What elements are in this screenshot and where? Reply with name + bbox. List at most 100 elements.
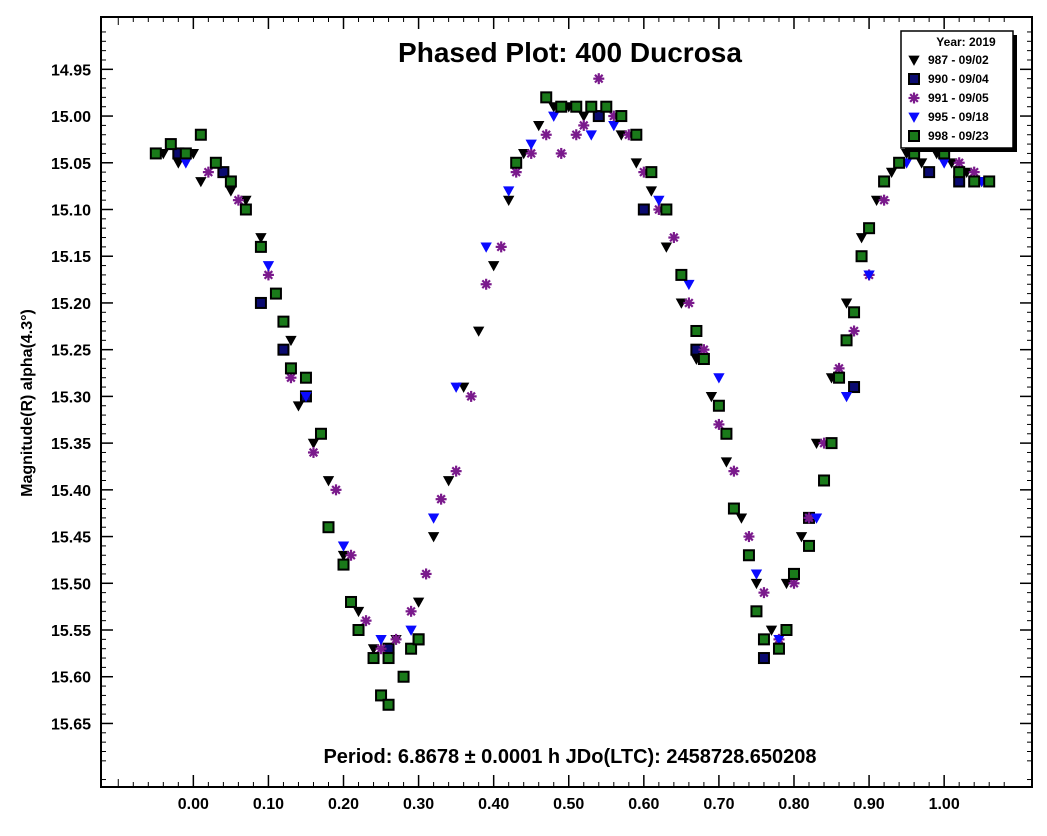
data-point bbox=[382, 652, 395, 665]
data-point bbox=[420, 568, 432, 580]
data-point bbox=[540, 129, 552, 141]
data-point bbox=[405, 642, 418, 655]
data-point bbox=[683, 279, 695, 291]
y-tick-label: 15.65 bbox=[51, 716, 91, 733]
legend-label: 990 - 09/04 bbox=[928, 72, 989, 86]
legend: Year: 2019 987 - 09/02 990 - 09/04 991 - 0… bbox=[900, 30, 1017, 152]
data-point bbox=[540, 91, 553, 104]
x-tick-label: 0.70 bbox=[703, 796, 734, 813]
chart-title: Phased Plot: 400 Ducrosa bbox=[398, 37, 742, 68]
data-point bbox=[713, 373, 725, 384]
data-point bbox=[743, 531, 755, 543]
x-tick-label: 0.60 bbox=[628, 796, 659, 813]
data-point bbox=[750, 569, 763, 580]
data-point bbox=[772, 642, 785, 655]
x-tick-label: 1.00 bbox=[929, 796, 960, 813]
data-point bbox=[375, 689, 388, 702]
data-point bbox=[255, 233, 267, 244]
data-point bbox=[578, 119, 590, 131]
data-point bbox=[660, 242, 673, 253]
data-point bbox=[765, 625, 778, 636]
data-point bbox=[983, 175, 996, 188]
data-point bbox=[202, 166, 214, 178]
data-point bbox=[292, 401, 305, 412]
data-point bbox=[307, 446, 319, 458]
data-point bbox=[352, 606, 365, 618]
data-point bbox=[915, 158, 928, 169]
data-point bbox=[307, 438, 320, 449]
series-1 bbox=[157, 102, 988, 664]
data-point bbox=[555, 100, 568, 113]
data-point bbox=[578, 111, 590, 122]
data-point bbox=[825, 437, 838, 450]
data-point bbox=[548, 111, 560, 122]
y-tick-label: 15.40 bbox=[51, 483, 91, 500]
data-point bbox=[367, 652, 380, 665]
y-tick-label: 15.35 bbox=[51, 436, 91, 453]
data-point bbox=[818, 474, 831, 487]
legend-marker bbox=[908, 130, 920, 142]
data-point bbox=[345, 549, 357, 561]
data-point bbox=[878, 194, 890, 206]
y-tick-label: 15.05 bbox=[51, 156, 91, 173]
data-point bbox=[533, 120, 545, 132]
data-point bbox=[194, 128, 207, 141]
x-tick-label: 0.80 bbox=[778, 796, 809, 813]
data-point bbox=[503, 186, 515, 197]
x-tick-label: 0.20 bbox=[328, 796, 359, 813]
data-point bbox=[728, 465, 740, 477]
y-tick-label: 14.95 bbox=[51, 62, 91, 79]
data-point bbox=[510, 156, 523, 169]
data-point bbox=[735, 513, 748, 524]
data-point bbox=[833, 371, 846, 384]
data-point bbox=[953, 157, 965, 169]
y-tick-label: 15.15 bbox=[51, 249, 91, 266]
legend-label: 991 - 09/05 bbox=[928, 91, 989, 105]
data-point bbox=[570, 129, 582, 141]
data-point bbox=[322, 521, 335, 534]
data-point bbox=[600, 100, 613, 113]
x-tick-label: 0.00 bbox=[178, 796, 209, 813]
y-tick-label: 15.00 bbox=[51, 109, 91, 126]
data-point bbox=[412, 633, 425, 646]
data-point bbox=[727, 502, 740, 515]
legend-label: 987 - 09/02 bbox=[928, 53, 989, 67]
legend-marker bbox=[908, 73, 920, 85]
data-point bbox=[337, 558, 350, 571]
data-point bbox=[322, 476, 335, 487]
data-point bbox=[855, 233, 868, 244]
data-point bbox=[435, 493, 447, 505]
data-point bbox=[608, 120, 620, 132]
data-point bbox=[525, 139, 537, 150]
data-point bbox=[585, 100, 598, 113]
data-point bbox=[555, 147, 567, 159]
y-tick-labels: 14.95 15.00 15.05 15.10 15.15 15.20 15.25 15.30… bbox=[51, 62, 91, 733]
y-tick-label: 15.30 bbox=[51, 389, 91, 406]
legend-label: 995 - 09/18 bbox=[928, 110, 989, 124]
data-point bbox=[720, 427, 733, 440]
legend-marker bbox=[908, 55, 920, 66]
data-point bbox=[503, 195, 515, 206]
period-annotation: Period: 6.8678 ± 0.0001 h JDo(LTC): 2458… bbox=[323, 746, 816, 768]
legend-marker bbox=[908, 92, 920, 104]
data-point bbox=[412, 597, 425, 608]
data-point bbox=[180, 158, 192, 169]
data-point bbox=[953, 166, 966, 179]
data-point bbox=[660, 203, 673, 216]
data-point bbox=[848, 306, 861, 319]
data-point bbox=[262, 261, 275, 272]
data-point bbox=[630, 128, 643, 141]
data-point bbox=[254, 240, 267, 253]
data-point bbox=[893, 156, 906, 169]
data-point bbox=[803, 512, 815, 524]
data-point bbox=[713, 418, 725, 430]
data-point bbox=[337, 541, 350, 552]
x-tick-label: 0.30 bbox=[403, 796, 434, 813]
data-point bbox=[758, 587, 770, 599]
data-point bbox=[750, 605, 763, 618]
data-point bbox=[269, 287, 282, 300]
data-point bbox=[653, 195, 665, 206]
data-point bbox=[382, 698, 395, 711]
data-point bbox=[510, 166, 522, 178]
data-point bbox=[803, 539, 816, 552]
